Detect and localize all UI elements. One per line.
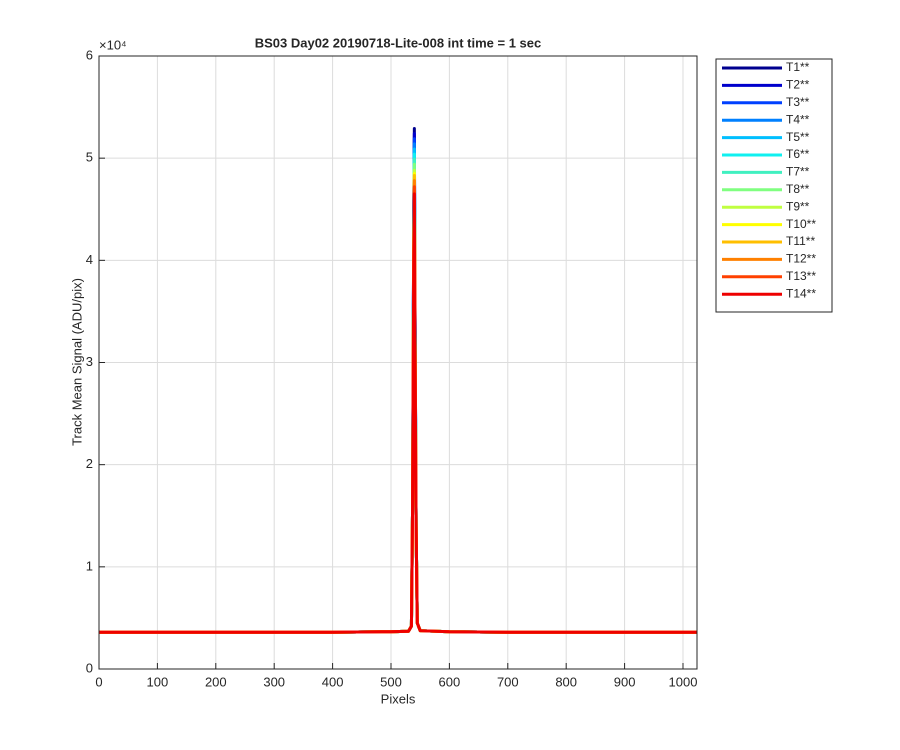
- x-tick-label: 100: [147, 674, 169, 689]
- series-line: [99, 174, 697, 634]
- y-tick-label: 3: [86, 354, 93, 369]
- legend-label: T8**: [786, 182, 810, 196]
- x-axis-label: Pixels: [381, 691, 416, 706]
- legend-label: T3**: [786, 95, 810, 109]
- series-line: [99, 127, 697, 634]
- ticks: 0 100 200 300 400 500 600 700 800 900 1000 0 1 2 3 4 5 6: [86, 47, 698, 689]
- plot-lines: [99, 127, 697, 634]
- chart-title: BS03 Day02 20190718-Lite-008 int time = …: [255, 35, 542, 50]
- x-tick-label: 600: [439, 674, 461, 689]
- x-tick-label: 700: [497, 674, 519, 689]
- x-tick-label: 800: [555, 674, 577, 689]
- legend-label: T12**: [786, 252, 816, 266]
- y-tick-label: 4: [86, 252, 93, 267]
- legend-label: T9**: [786, 199, 810, 213]
- y-tick-label: 1: [86, 558, 93, 573]
- series-line: [99, 162, 697, 634]
- y-exponent-label: ×10⁴: [99, 37, 127, 52]
- series-line: [99, 152, 697, 634]
- legend-label: T14**: [786, 286, 816, 300]
- series-line: [99, 157, 697, 634]
- legend-label: T10**: [786, 217, 816, 231]
- series-line: [99, 147, 697, 634]
- y-tick-label: 5: [86, 150, 93, 165]
- series-line: [99, 185, 697, 634]
- legend-label: T7**: [786, 165, 810, 179]
- x-tick-label: 900: [614, 674, 636, 689]
- y-axis-label: Track Mean Signal (ADU/pix): [69, 278, 84, 446]
- series-line: [99, 192, 697, 634]
- legend-label: T2**: [786, 78, 810, 92]
- legend-box: [715, 58, 833, 313]
- grid: [98, 55, 697, 670]
- series-line: [99, 179, 697, 634]
- series-line: [99, 168, 697, 634]
- x-tick-label: 400: [322, 674, 344, 689]
- series-line: [99, 142, 697, 634]
- y-tick-label: 2: [86, 456, 93, 471]
- y-tick-label: 0: [86, 660, 93, 675]
- legend-label: T4**: [786, 112, 810, 126]
- series-line: [99, 132, 697, 634]
- legend-label: T11**: [786, 234, 815, 248]
- x-tick-label: 300: [263, 674, 285, 689]
- x-tick-label: 500: [380, 674, 402, 689]
- series-line: [99, 137, 697, 634]
- legend-label: T13**: [786, 269, 816, 283]
- legend-label: T6**: [786, 147, 810, 161]
- y-tick-label: 6: [86, 47, 93, 62]
- x-tick-label: 200: [205, 674, 227, 689]
- x-tick-label: 1000: [669, 674, 698, 689]
- x-tick-label: 0: [95, 674, 102, 689]
- legend: T1** T2** T3** T4** T5** T6** T7** T8** T9** T10*…: [722, 60, 816, 300]
- legend-label: T1**: [786, 60, 810, 74]
- series-line: [99, 171, 697, 634]
- legend-label: T5**: [786, 130, 810, 144]
